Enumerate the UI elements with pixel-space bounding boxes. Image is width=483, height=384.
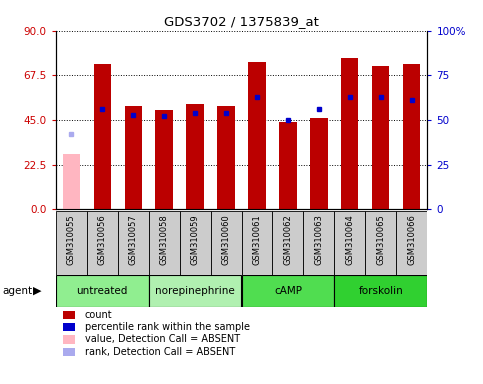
Bar bbox=[86, 211, 117, 275]
Bar bbox=[334, 211, 366, 275]
Bar bbox=[280, 122, 297, 209]
Bar bbox=[94, 65, 111, 209]
Text: GSM310056: GSM310056 bbox=[98, 214, 107, 265]
Bar bbox=[217, 106, 235, 209]
Text: percentile rank within the sample: percentile rank within the sample bbox=[85, 322, 250, 332]
Text: GSM310058: GSM310058 bbox=[159, 214, 169, 265]
Text: forskolin: forskolin bbox=[358, 286, 403, 296]
Text: cAMP: cAMP bbox=[274, 286, 302, 296]
Text: GSM310063: GSM310063 bbox=[314, 214, 324, 265]
Text: ▶: ▶ bbox=[33, 286, 42, 296]
Bar bbox=[56, 275, 149, 307]
Bar bbox=[272, 211, 303, 275]
Text: rank, Detection Call = ABSENT: rank, Detection Call = ABSENT bbox=[85, 347, 235, 357]
Bar bbox=[56, 211, 86, 275]
Title: GDS3702 / 1375839_at: GDS3702 / 1375839_at bbox=[164, 15, 319, 28]
Bar bbox=[311, 118, 327, 209]
Bar bbox=[242, 211, 272, 275]
Text: value, Detection Call = ABSENT: value, Detection Call = ABSENT bbox=[85, 334, 240, 344]
Text: norepinephrine: norepinephrine bbox=[155, 286, 235, 296]
Bar bbox=[211, 211, 242, 275]
Text: untreated: untreated bbox=[76, 286, 128, 296]
Bar bbox=[156, 110, 172, 209]
Bar bbox=[149, 275, 242, 307]
Text: agent: agent bbox=[2, 286, 32, 296]
Bar bbox=[149, 211, 180, 275]
Bar bbox=[366, 211, 397, 275]
Text: GSM310060: GSM310060 bbox=[222, 214, 230, 265]
Bar bbox=[186, 104, 203, 209]
Bar bbox=[125, 106, 142, 209]
Bar bbox=[341, 58, 358, 209]
Bar bbox=[403, 65, 421, 209]
Bar bbox=[248, 63, 266, 209]
Text: GSM310064: GSM310064 bbox=[345, 214, 355, 265]
Bar bbox=[62, 154, 80, 209]
Text: GSM310061: GSM310061 bbox=[253, 214, 261, 265]
Bar bbox=[372, 66, 389, 209]
Bar bbox=[242, 275, 334, 307]
Text: GSM310065: GSM310065 bbox=[376, 214, 385, 265]
Bar bbox=[397, 211, 427, 275]
Bar bbox=[303, 211, 334, 275]
Bar bbox=[180, 211, 211, 275]
Bar bbox=[334, 275, 427, 307]
Text: GSM310057: GSM310057 bbox=[128, 214, 138, 265]
Bar bbox=[117, 211, 149, 275]
Text: count: count bbox=[85, 310, 112, 320]
Text: GSM310059: GSM310059 bbox=[190, 214, 199, 265]
Text: GSM310055: GSM310055 bbox=[67, 214, 75, 265]
Text: GSM310062: GSM310062 bbox=[284, 214, 293, 265]
Text: GSM310066: GSM310066 bbox=[408, 214, 416, 265]
